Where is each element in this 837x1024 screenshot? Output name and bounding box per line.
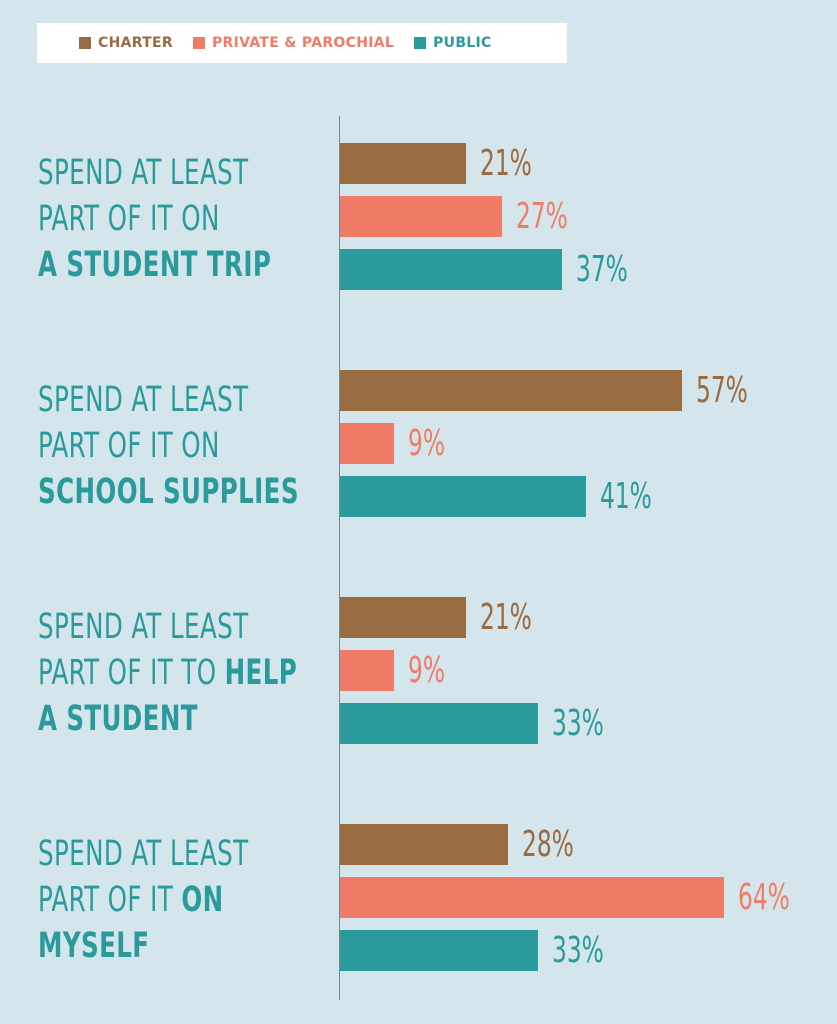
data-label-public: 33%	[552, 703, 604, 744]
data-label-charter: 57%	[696, 370, 748, 411]
data-label-charter: 21%	[480, 597, 532, 638]
category-label-line: PART OF IT ON	[38, 196, 272, 242]
category-label-text: PART OF IT	[38, 880, 182, 920]
data-label-charter: 21%	[480, 143, 532, 184]
legend-swatch-charter	[79, 37, 91, 49]
category-label-line: MYSELF	[38, 923, 272, 969]
category-label: SPEND AT LEAST PART OF IT ON A STUDENT TRI…	[38, 150, 338, 288]
data-label-public: 41%	[600, 476, 652, 517]
bar-private-parochial	[340, 650, 394, 691]
category-label-line: A STUDENT TRIP	[38, 242, 272, 288]
category-label-bold: HELP	[224, 653, 298, 693]
category-label-bold: ON	[181, 880, 224, 920]
legend-label-private-parochial: PRIVATE & PAROCHIAL	[211, 35, 395, 51]
category-label-bold: SCHOOL SUPPLIES	[38, 472, 299, 512]
bar-public	[340, 703, 538, 744]
category-label: SPEND AT LEAST PART OF IT ON SCHOOL SUPPLI…	[38, 377, 338, 515]
bar-public	[340, 476, 586, 517]
category-label-line: A STUDENT	[38, 696, 272, 742]
bar-private-parochial	[340, 196, 502, 237]
category-label: SPEND AT LEAST PART OF IT ON MYSELF	[38, 831, 338, 969]
bar-charter	[340, 824, 508, 865]
category-label-line: SPEND AT LEAST	[38, 607, 249, 647]
category-label-line: SPEND AT LEAST	[38, 153, 249, 193]
category-label-bold: A STUDENT	[38, 699, 198, 739]
data-label-public: 37%	[576, 249, 628, 290]
category-label: SPEND AT LEAST PART OF IT TO HELP A STUDEN…	[38, 604, 338, 742]
data-label-private-parochial: 9%	[408, 423, 446, 464]
bar-private-parochial	[340, 423, 394, 464]
bar-charter	[340, 143, 466, 184]
data-label-charter: 28%	[522, 824, 574, 865]
legend-item-public: PUBLIC	[414, 35, 492, 51]
category-label-bold: MYSELF	[38, 926, 150, 966]
category-label-line: SCHOOL SUPPLIES	[38, 469, 299, 515]
data-label-private-parochial: 64%	[738, 877, 790, 918]
category-label-line: SPEND AT LEAST	[38, 380, 249, 420]
category-label-text: PART OF IT ON	[38, 426, 220, 466]
category-label-text: PART OF IT TO	[38, 653, 225, 693]
bar-charter	[340, 370, 682, 411]
category-label-text: PART OF IT ON	[38, 199, 220, 239]
data-label-private-parochial: 27%	[516, 196, 568, 237]
data-label-private-parochial: 9%	[408, 650, 446, 691]
legend-label-charter: CHARTER	[98, 35, 173, 51]
category-label-line: PART OF IT TO HELP	[38, 650, 297, 696]
axis-line	[339, 116, 340, 1000]
legend: CHARTER PRIVATE & PAROCHIAL PUBLIC	[37, 23, 567, 63]
bar-public	[340, 930, 538, 971]
category-label-bold: A STUDENT TRIP	[38, 245, 272, 285]
legend-swatch-private-parochial	[192, 37, 205, 49]
category-label-line: SPEND AT LEAST	[38, 834, 249, 874]
bar-public	[340, 249, 562, 290]
category-label-line: PART OF IT ON	[38, 877, 272, 923]
bar-charter	[340, 597, 466, 638]
legend-label-public: PUBLIC	[433, 35, 492, 51]
legend-swatch-public	[414, 37, 427, 49]
data-label-public: 33%	[552, 930, 604, 971]
legend-item-charter: CHARTER	[79, 35, 173, 51]
category-label-line: PART OF IT ON	[38, 423, 272, 469]
bar-private-parochial	[340, 877, 724, 918]
legend-item-private-parochial: PRIVATE & PAROCHIAL	[192, 35, 395, 51]
